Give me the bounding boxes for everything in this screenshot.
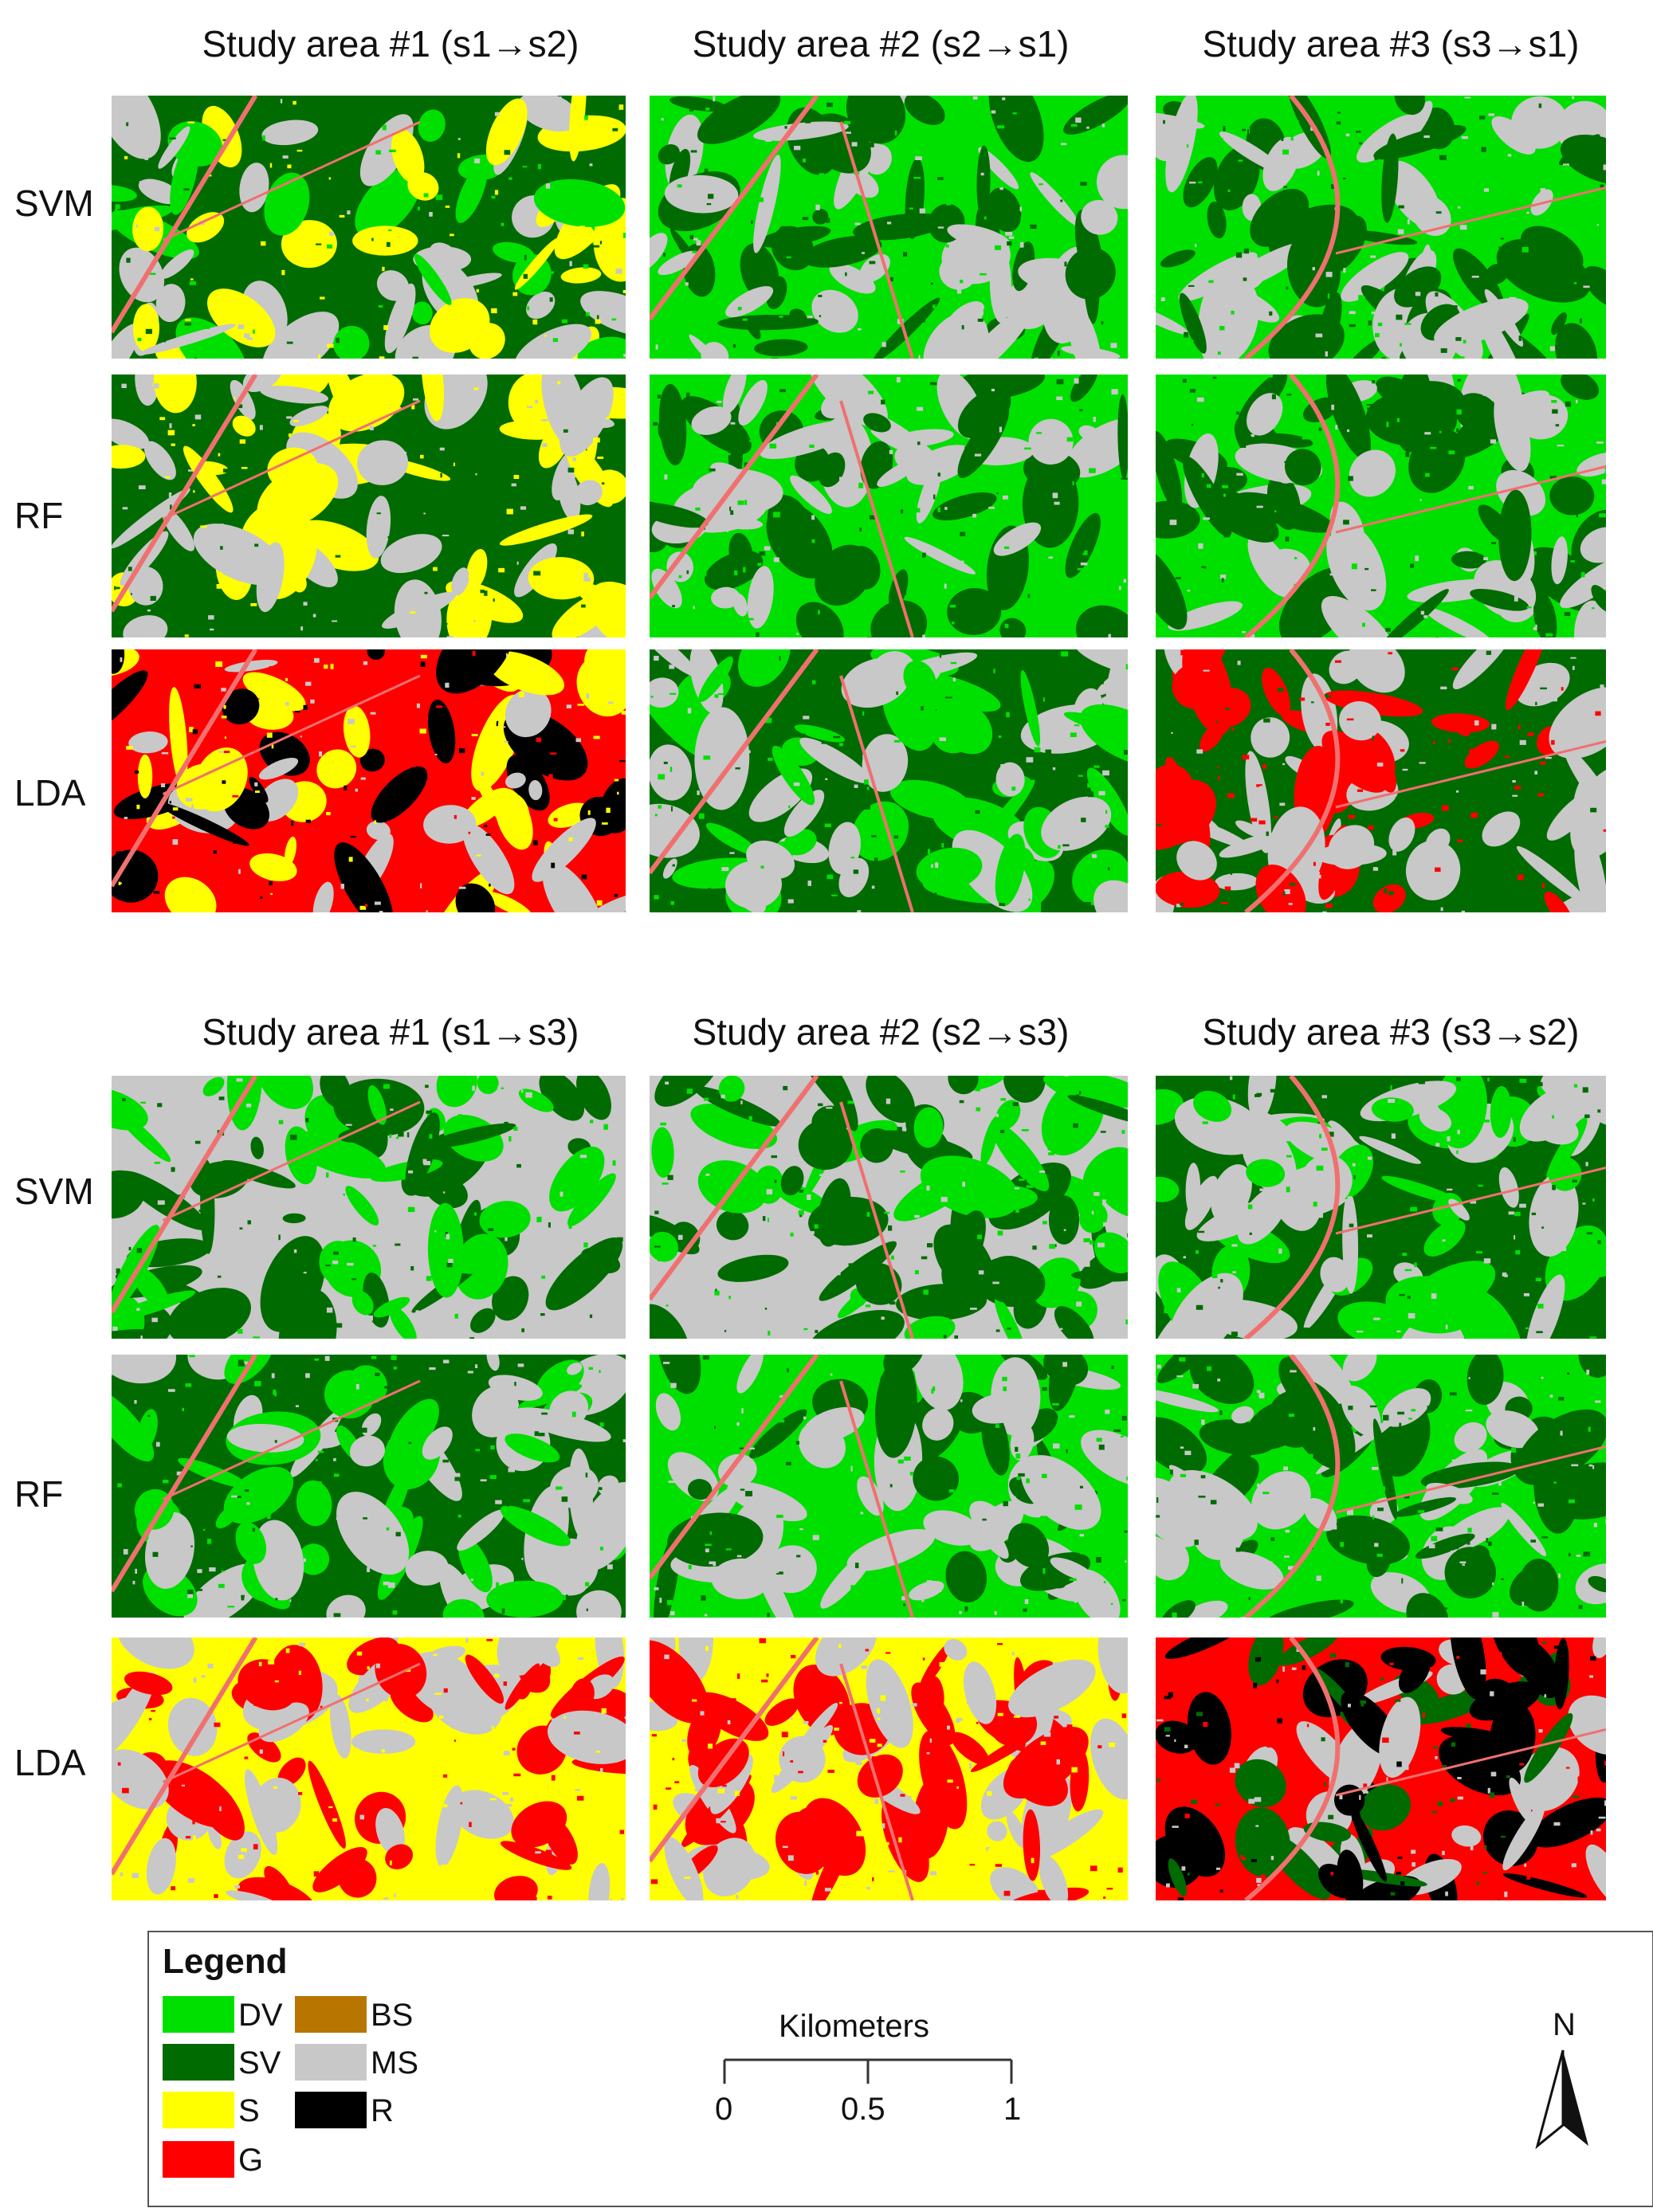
row-label-lda: LDA bbox=[14, 772, 86, 814]
scale-tick-0: 0 bbox=[715, 2092, 733, 2127]
map-panel-rf-area2-section2 bbox=[650, 1355, 1128, 1618]
legend-label-ms: MS bbox=[371, 2045, 418, 2081]
map-panel-svm-area1-section1 bbox=[112, 96, 626, 359]
map-panel-lda-area1-section2 bbox=[112, 1637, 626, 1900]
map-panel-rf-area3-section1 bbox=[1156, 375, 1606, 637]
legend-label-g: G bbox=[238, 2143, 264, 2178]
legend-title: Legend bbox=[163, 1942, 288, 1981]
legend-label-r: R bbox=[371, 2093, 394, 2128]
map-panel-svm-area2-section2 bbox=[650, 1076, 1128, 1339]
north-arrow-icon bbox=[1535, 2049, 1588, 2150]
column-title-area2-s2s3: Study area #2 (s2→s3) bbox=[692, 1011, 1070, 1053]
column-title-area2-s2s1: Study area #2 (s2→s1) bbox=[692, 23, 1070, 65]
north-arrow-label: N bbox=[1553, 2007, 1576, 2042]
map-panel-lda-area2-section2 bbox=[650, 1637, 1128, 1900]
legend-swatch-sv bbox=[163, 2044, 234, 2081]
column-title-area1-s1s2: Study area #1 (s1→s2) bbox=[202, 23, 579, 65]
scale-tick-0-5: 0.5 bbox=[841, 2092, 885, 2127]
column-title-area3-s3s1: Study area #3 (s3→s1) bbox=[1202, 23, 1580, 65]
row-label-rf: RF bbox=[14, 1473, 64, 1515]
scale-bar bbox=[723, 2058, 1013, 2084]
legend-swatch-g bbox=[163, 2141, 234, 2178]
map-panel-lda-area1-section1 bbox=[112, 649, 626, 912]
legend-swatch-bs bbox=[295, 1996, 367, 2033]
map-panel-rf-area1-section1 bbox=[112, 375, 626, 637]
map-panel-rf-area2-section1 bbox=[650, 375, 1128, 637]
legend-swatch-ms bbox=[295, 2044, 367, 2081]
map-panel-svm-area2-section1 bbox=[650, 96, 1128, 359]
legend-label-sv: SV bbox=[238, 2045, 281, 2081]
legend-label-dv: DV bbox=[238, 1998, 283, 2033]
row-label-rf: RF bbox=[14, 495, 64, 536]
legend-box: Legend DV SV S G BS MS R Kilometers 0 0.… bbox=[147, 1931, 1653, 2207]
map-panel-lda-area3-section1 bbox=[1156, 649, 1606, 912]
map-panel-rf-area1-section2 bbox=[112, 1355, 626, 1618]
legend-swatch-dv bbox=[163, 1996, 234, 2033]
map-panel-lda-area3-section2 bbox=[1156, 1637, 1606, 1900]
legend-label-bs: BS bbox=[371, 1998, 414, 2033]
column-title-area1-s1s3: Study area #1 (s1→s3) bbox=[202, 1011, 579, 1053]
row-label-lda: LDA bbox=[14, 1742, 86, 1783]
legend-label-s: S bbox=[238, 2093, 260, 2128]
row-label-svm: SVM bbox=[14, 182, 94, 224]
scale-bar-title: Kilometers bbox=[779, 2009, 929, 2044]
legend-swatch-s bbox=[163, 2092, 234, 2128]
map-panel-rf-area3-section2 bbox=[1156, 1355, 1606, 1618]
row-label-svm: SVM bbox=[14, 1171, 94, 1212]
map-panel-svm-area3-section2 bbox=[1156, 1076, 1606, 1339]
scale-tick-1: 1 bbox=[1003, 2092, 1022, 2127]
legend-swatch-r bbox=[295, 2092, 367, 2128]
map-panel-lda-area2-section1 bbox=[650, 649, 1128, 912]
map-panel-svm-area1-section2 bbox=[112, 1076, 626, 1339]
column-title-area3-s3s2: Study area #3 (s3→s2) bbox=[1202, 1011, 1580, 1053]
map-panel-svm-area3-section1 bbox=[1156, 96, 1606, 359]
